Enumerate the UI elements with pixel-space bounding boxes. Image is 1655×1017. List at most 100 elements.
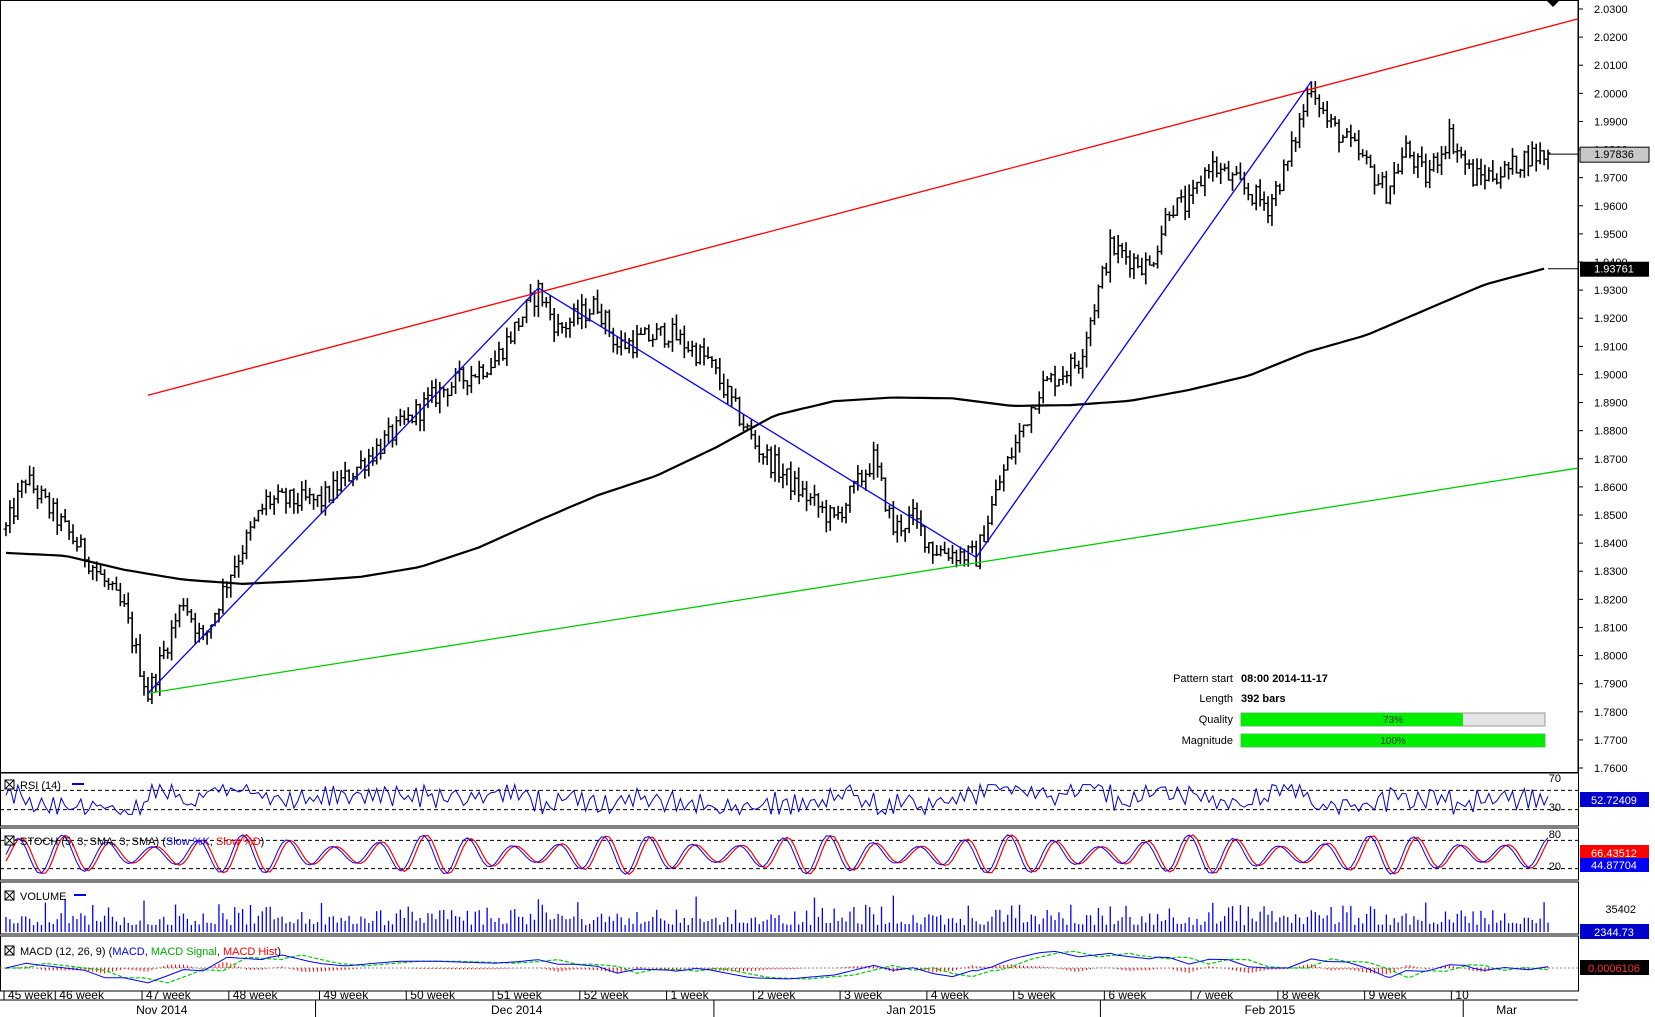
price-axis: 2.03002.02002.01002.00001.99001.98001.97… <box>1577 0 1628 775</box>
zigzag-pattern <box>147 80 1312 694</box>
price-tick-label: 1.7800 <box>1594 707 1628 719</box>
week-label: 52 week <box>584 988 630 1002</box>
price-tick-label: 1.8600 <box>1594 482 1628 494</box>
stoch-level-80: 80 <box>1549 829 1561 841</box>
quality-label: Quality <box>1199 714 1234 726</box>
week-label: 4 week <box>931 988 970 1002</box>
price-tick-label: 2.0200 <box>1594 32 1628 44</box>
month-label: Feb 2015 <box>1245 1003 1296 1017</box>
pattern-start-label: Pattern start <box>1173 673 1233 685</box>
price-tick-label: 2.0000 <box>1594 88 1628 100</box>
channel-lines <box>147 18 1579 694</box>
week-label: 5 week <box>1018 988 1057 1002</box>
volume-bars <box>5 895 1549 932</box>
price-tick-label: 1.9300 <box>1594 285 1628 297</box>
week-label: 7 week <box>1195 988 1234 1002</box>
month-label: Jan 2015 <box>886 1003 936 1017</box>
week-label: 50 week <box>410 988 456 1002</box>
week-label: 1 week <box>671 988 710 1002</box>
magnitude-value: 100% <box>1380 736 1406 747</box>
rsi-series <box>5 782 1549 817</box>
macd-value-badge <box>1580 960 1649 975</box>
zigzag-line <box>147 80 1312 694</box>
stoch-level-20: 20 <box>1549 861 1561 873</box>
week-label: 9 week <box>1369 988 1408 1002</box>
rsi-panel <box>0 772 1579 827</box>
week-label: 6 week <box>1108 988 1147 1002</box>
price-tick-label: 1.9900 <box>1594 116 1628 128</box>
price-tick-label: 1.9700 <box>1594 173 1628 185</box>
last-price-value: 1.97836 <box>1594 149 1634 161</box>
rsi-value-badge <box>1580 792 1649 807</box>
macd-label: MACD (12, 26, 9) (MACD, MACD Signal, MAC… <box>20 946 281 958</box>
week-label: 8 week <box>1282 988 1321 1002</box>
volume-value: 2344.73 <box>1594 927 1634 939</box>
stoch-k-series <box>5 834 1549 875</box>
price-panel <box>0 0 1579 773</box>
price-tick-label: 1.9000 <box>1594 369 1628 381</box>
price-tick-label: 2.0100 <box>1594 60 1628 72</box>
rsi-value: 52.72409 <box>1591 795 1637 807</box>
volume-max-tick: 35402 <box>1605 904 1636 916</box>
week-label: 51 week <box>497 988 543 1002</box>
week-label: 2 week <box>757 988 796 1002</box>
price-bar <box>1545 149 1551 170</box>
week-label: 3 week <box>844 988 883 1002</box>
quality-value: 73% <box>1383 715 1403 726</box>
macd-signal-series <box>6 950 1549 984</box>
stoch-k-value: 66.43512 <box>1591 848 1637 860</box>
rsi-level-30: 30 <box>1549 802 1561 814</box>
macd-panel <box>0 935 1579 992</box>
price-tick-label: 1.9100 <box>1594 341 1628 353</box>
stoch-header: STOCH (5, 3, SMA, 3, SMA) (Slow %K, Slow… <box>4 835 264 848</box>
volume-toggle-x <box>4 890 15 901</box>
pattern-info: Pattern start 08:00 2014-11-17 Length 39… <box>1173 673 1546 748</box>
stoch-label: STOCH (5, 3, SMA, 3, SMA) (Slow %K, Slow… <box>20 836 264 848</box>
price-tick-label: 1.8400 <box>1594 538 1628 550</box>
pattern-start-value: 08:00 2014-11-17 <box>1241 673 1328 685</box>
stoch-toggle-x <box>4 835 15 846</box>
stoch-lines <box>0 834 1578 875</box>
moving-average <box>5 267 1545 586</box>
rsi-label: RSI (14) <box>20 780 61 792</box>
week-label: 46 week <box>59 988 105 1002</box>
price-tick-label: 1.8100 <box>1594 622 1628 634</box>
month-label: Nov 2014 <box>136 1003 188 1017</box>
volume-header: VOLUME <box>4 890 86 903</box>
price-tick-label: 1.8300 <box>1594 566 1628 578</box>
week-label: 49 week <box>324 988 370 1002</box>
last-price-badge <box>1579 146 1650 163</box>
macd-header: MACD (12, 26, 9) (MACD, MACD Signal, MAC… <box>4 945 281 958</box>
price-tick-label: 1.7700 <box>1594 735 1628 747</box>
month-label: Mar <box>1496 1003 1517 1017</box>
macd-series <box>5 950 1549 984</box>
price-badges: 1.97836 1.93761 <box>1548 146 1650 277</box>
stoch-panel <box>0 827 1579 881</box>
volume-panel <box>0 881 1579 935</box>
rsi-level-70: 70 <box>1549 773 1561 785</box>
magnitude-label: Magnitude <box>1182 735 1233 747</box>
price-tick-label: 1.8500 <box>1594 510 1628 522</box>
week-label: 47 week <box>146 988 192 1002</box>
menu-arrow-icon[interactable] <box>1546 0 1560 7</box>
price-tick-label: 1.7600 <box>1594 763 1628 775</box>
price-bars <box>3 80 1551 705</box>
price-tick-label: 1.8800 <box>1594 426 1628 438</box>
stoch-d-value: 44.87704 <box>1591 860 1637 872</box>
time-axis: 45 week 46 week 47 week 48 week 49 week 50 we… <box>0 988 1578 1017</box>
stoch-d-series <box>5 834 1549 875</box>
rsi-header: RSI (14) <box>4 779 84 792</box>
volume-value-badge <box>1580 924 1649 939</box>
macd-value: 0.0006106 <box>1588 963 1640 975</box>
price-tick-label: 1.8900 <box>1594 398 1628 410</box>
rsi-line <box>0 782 1578 817</box>
price-tick-label: 1.9200 <box>1594 313 1628 325</box>
volume-label: VOLUME <box>20 891 66 903</box>
price-tick-label: 1.8700 <box>1594 454 1628 466</box>
week-label: 10 <box>1455 988 1469 1002</box>
week-label: 48 week <box>233 988 279 1002</box>
resistance-line <box>147 18 1579 396</box>
stoch-k-badge <box>1580 845 1649 860</box>
magnitude-bar-fill <box>1241 734 1545 747</box>
